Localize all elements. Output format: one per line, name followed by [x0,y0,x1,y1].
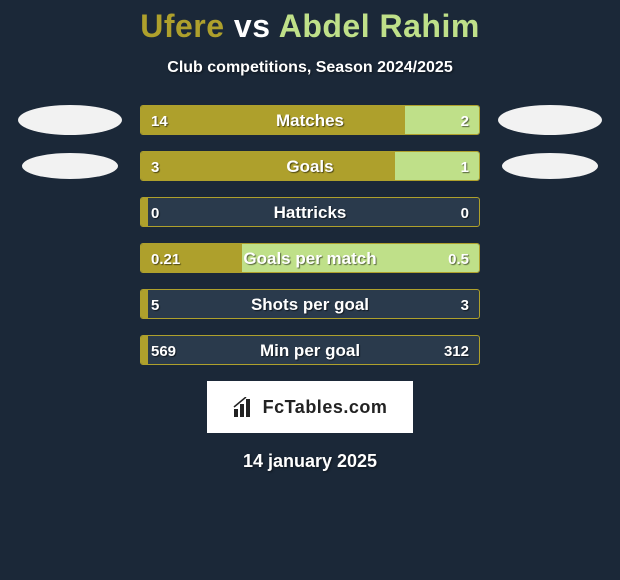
subtitle: Club competitions, Season 2024/2025 [0,59,620,77]
bar-fill-left [141,106,405,135]
stat-label: Min per goal [260,341,360,361]
team-badge-left [22,153,118,179]
team-badge-right [502,153,598,179]
team-badge-right [498,105,602,135]
stat-label: Shots per goal [251,295,369,315]
stat-label-wrap: Hattricks [141,198,479,227]
stat-value-right: 0 [461,198,469,227]
stat-row: 5 3 Shots per goal [0,289,620,319]
page-title: Ufere vs Abdel Rahim [0,0,620,45]
bar-fill-left [141,290,148,319]
bars-icon [233,397,257,417]
logo-text: FcTables.com [263,397,388,418]
stat-row: 31Goals [0,151,620,181]
stat-value-left: 3 [151,152,159,181]
stat-value-right: 1 [461,152,469,181]
stats-list: 142Matches31Goals00Hattricks0.210.5Goals… [0,105,620,365]
comparison-card: Ufere vs Abdel Rahim Club competitions, … [0,0,620,580]
date-text: 14 january 2025 [0,451,620,472]
stat-value-left: 0 [151,198,159,227]
stat-value-right: 2 [461,106,469,135]
player1-name: Ufere [140,8,224,44]
left-badge-slot [0,153,140,179]
stat-bar: 142Matches [140,105,480,135]
right-badge-slot [480,153,620,179]
bar-fill-right [242,244,479,273]
bar-fill-left [141,152,395,181]
stat-value-right: 3 [461,290,469,319]
left-badge-slot [0,105,140,135]
bar-fill-left [141,336,148,365]
stat-row: 142Matches [0,105,620,135]
stat-bar: 0.210.5Goals per match [140,243,480,273]
fctables-logo: FcTables.com [207,381,413,433]
stat-bar: 569 312 Min per goal [140,335,480,365]
team-badge-left [18,105,122,135]
stat-row: 569 312 Min per goal [0,335,620,365]
stat-value-left: 0.21 [151,244,180,273]
stat-label: Hattricks [274,203,347,223]
stat-value-left: 14 [151,106,168,135]
stat-bar: 5 3 Shots per goal [140,289,480,319]
bar-fill-left [141,198,148,227]
stat-label-wrap: Shots per goal [141,290,479,319]
stat-bar: 0 0 Hattricks [140,197,480,227]
stat-value-left: 5 [151,290,159,319]
vs-text: vs [234,8,271,44]
player2-name: Abdel Rahim [279,8,480,44]
stat-value-left: 569 [151,336,176,365]
stat-value-right: 0.5 [448,244,469,273]
stat-row: 0.210.5Goals per match [0,243,620,273]
stat-row: 0 0 Hattricks [0,197,620,227]
stat-label-wrap: Min per goal [141,336,479,365]
stat-bar: 31Goals [140,151,480,181]
stat-value-right: 312 [444,336,469,365]
right-badge-slot [480,105,620,135]
